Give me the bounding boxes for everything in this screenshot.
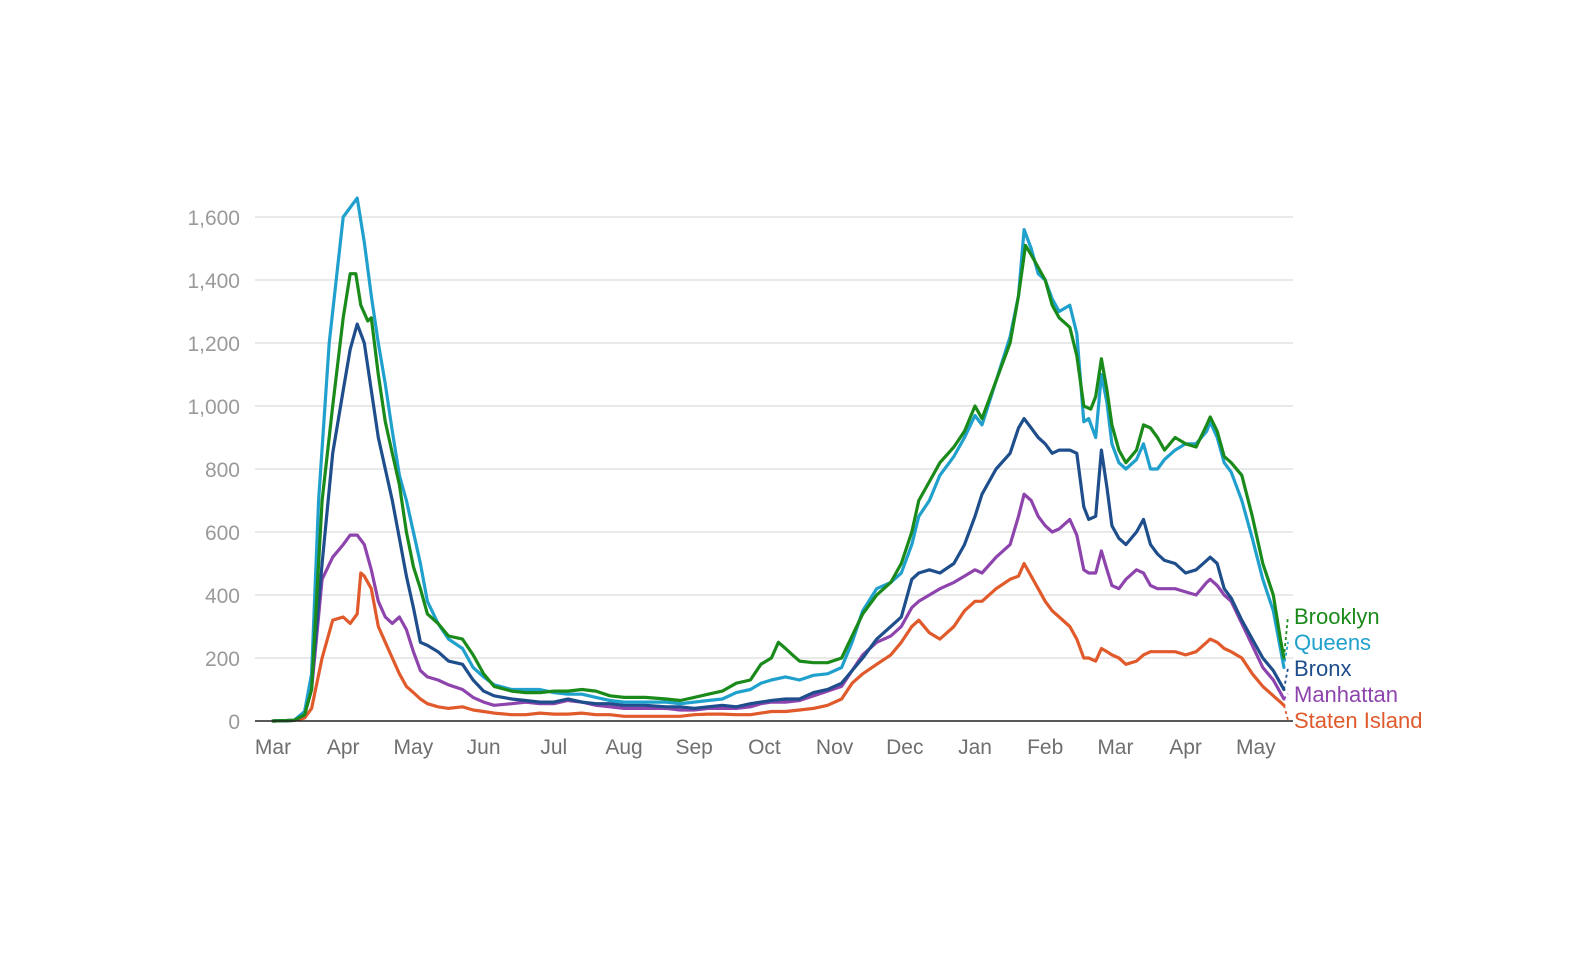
y-tick-label: 200 — [205, 648, 240, 671]
series-label: Brooklyn — [1294, 604, 1380, 629]
x-tick-label: Jun — [467, 736, 501, 759]
series-line-bronx — [271, 322, 1286, 723]
label-leader — [1283, 641, 1289, 668]
x-tick-label: Jan — [958, 736, 992, 759]
x-tick-label: Sep — [676, 736, 713, 759]
series-line-brooklyn — [271, 243, 1286, 723]
x-tick-label: Apr — [1169, 736, 1202, 759]
x-tick-label: Oct — [748, 736, 781, 759]
x-tick-label: Mar — [1097, 736, 1133, 759]
label-leader — [1283, 667, 1289, 690]
x-tick-label: May — [1236, 736, 1276, 759]
series-line-queens — [271, 196, 1286, 723]
y-tick-label: 0 — [228, 711, 240, 734]
x-tick-label: Apr — [327, 736, 360, 759]
x-axis-ticks: Mar Apr May Jun Jul Aug Sep Oct Nov Dec Jan Feb Mar A… — [255, 736, 1276, 759]
x-tick-label: Nov — [816, 736, 854, 759]
label-leader — [1283, 705, 1289, 721]
x-tick-label: Aug — [605, 736, 642, 759]
x-tick-label: Dec — [886, 736, 923, 759]
y-tick-label: 600 — [205, 522, 240, 545]
gridlines — [255, 216, 1293, 659]
series-line-staten-island — [271, 561, 1286, 723]
label-leader — [1283, 693, 1289, 700]
series-lines — [271, 196, 1286, 723]
y-tick-label: 800 — [205, 459, 240, 482]
label-leader — [1283, 615, 1289, 659]
x-tick-label: Jul — [540, 736, 567, 759]
series-label: Queens — [1294, 630, 1371, 655]
y-tick-label: 400 — [205, 585, 240, 608]
x-tick-label: Feb — [1027, 736, 1063, 759]
y-tick-label: 1,000 — [187, 396, 240, 419]
series-label: Manhattan — [1294, 682, 1398, 707]
x-tick-label: Mar — [255, 736, 291, 759]
x-tick-label: May — [394, 736, 434, 759]
y-tick-label: 1,600 — [187, 207, 240, 230]
y-tick-label: 1,400 — [187, 270, 240, 293]
series-label: Staten Island — [1294, 708, 1422, 733]
y-axis-ticks: 0 200 400 600 800 1,000 1,200 1,400 1,600 — [187, 207, 240, 734]
series-label: Bronx — [1294, 656, 1351, 681]
y-tick-label: 1,200 — [187, 333, 240, 356]
